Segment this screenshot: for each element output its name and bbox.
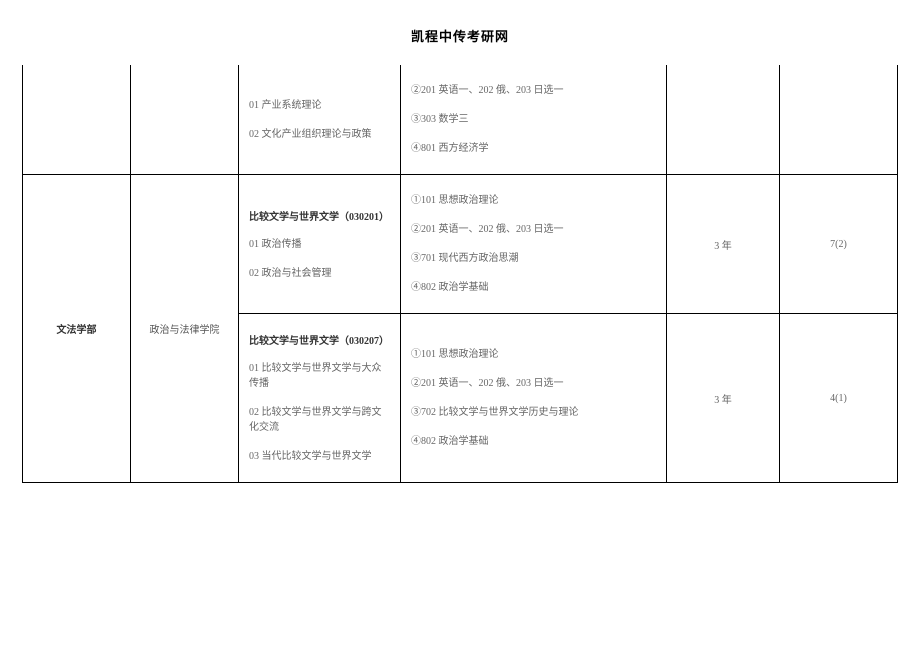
cell-dept-empty bbox=[23, 65, 131, 175]
major-line: 02 文化产业组织理论与政策 bbox=[249, 127, 390, 142]
cell-exam-0: ②201 英语一、202 俄、203 日选一 ③303 数学三 ④801 西方经… bbox=[401, 65, 667, 175]
cell-school: 政治与法律学院 bbox=[131, 175, 239, 483]
cell-major-0: 01 产业系统理论 02 文化产业组织理论与政策 bbox=[239, 65, 401, 175]
major-line: 01 比较文学与世界文学与大众传播 bbox=[249, 361, 390, 391]
major-title: 比较文学与世界文学（030207） bbox=[249, 332, 390, 347]
dept-label: 文法学部 bbox=[57, 325, 97, 336]
major-title: 比较文学与世界文学（030201） bbox=[249, 208, 390, 223]
cell-dur-1: 3 年 bbox=[667, 175, 780, 314]
page-title: 凯程中传考研网 bbox=[0, 0, 920, 65]
cell-major-2: 比较文学与世界文学（030207） 01 比较文学与世界文学与大众传播 02 比… bbox=[239, 314, 401, 483]
cell-school-empty bbox=[131, 65, 239, 175]
table-row: 01 产业系统理论 02 文化产业组织理论与政策 ②201 英语一、202 俄、… bbox=[23, 65, 898, 175]
major-line: 02 政治与社会管理 bbox=[249, 266, 390, 281]
exam-line: ④802 政治学基础 bbox=[411, 280, 656, 295]
major-line: 02 比较文学与世界文学与跨文化交流 bbox=[249, 405, 390, 435]
cell-exam-1: ①101 思想政治理论 ②201 英语一、202 俄、203 日选一 ③701 … bbox=[401, 175, 667, 314]
major-line: 03 当代比较文学与世界文学 bbox=[249, 449, 390, 464]
exam-line: ②201 英语一、202 俄、203 日选一 bbox=[411, 83, 656, 98]
exam-line: ②201 英语一、202 俄、203 日选一 bbox=[411, 376, 656, 391]
exam-line: ②201 英语一、202 俄、203 日选一 bbox=[411, 222, 656, 237]
cell-quota-2: 4(1) bbox=[780, 314, 898, 483]
exam-line: ④801 西方经济学 bbox=[411, 141, 656, 156]
cell-exam-2: ①101 思想政治理论 ②201 英语一、202 俄、203 日选一 ③702 … bbox=[401, 314, 667, 483]
cell-dur-2: 3 年 bbox=[667, 314, 780, 483]
school-label: 政治与法律学院 bbox=[150, 325, 220, 336]
cell-dept: 文法学部 bbox=[23, 175, 131, 483]
major-line: 01 政治传播 bbox=[249, 237, 390, 252]
exam-line: ④802 政治学基础 bbox=[411, 434, 656, 449]
exam-line: ①101 思想政治理论 bbox=[411, 193, 656, 208]
major-line: 01 产业系统理论 bbox=[249, 98, 390, 113]
cell-quota-empty bbox=[780, 65, 898, 175]
exam-line: ①101 思想政治理论 bbox=[411, 347, 656, 362]
cell-dur-empty bbox=[667, 65, 780, 175]
exam-line: ③702 比较文学与世界文学历史与理论 bbox=[411, 405, 656, 420]
table-row: 文法学部 政治与法律学院 比较文学与世界文学（030201） 01 政治传播 0… bbox=[23, 175, 898, 314]
program-table: 01 产业系统理论 02 文化产业组织理论与政策 ②201 英语一、202 俄、… bbox=[22, 65, 898, 483]
cell-quota-1: 7(2) bbox=[780, 175, 898, 314]
exam-line: ③303 数学三 bbox=[411, 112, 656, 127]
cell-major-1: 比较文学与世界文学（030201） 01 政治传播 02 政治与社会管理 bbox=[239, 175, 401, 314]
exam-line: ③701 现代西方政治思潮 bbox=[411, 251, 656, 266]
